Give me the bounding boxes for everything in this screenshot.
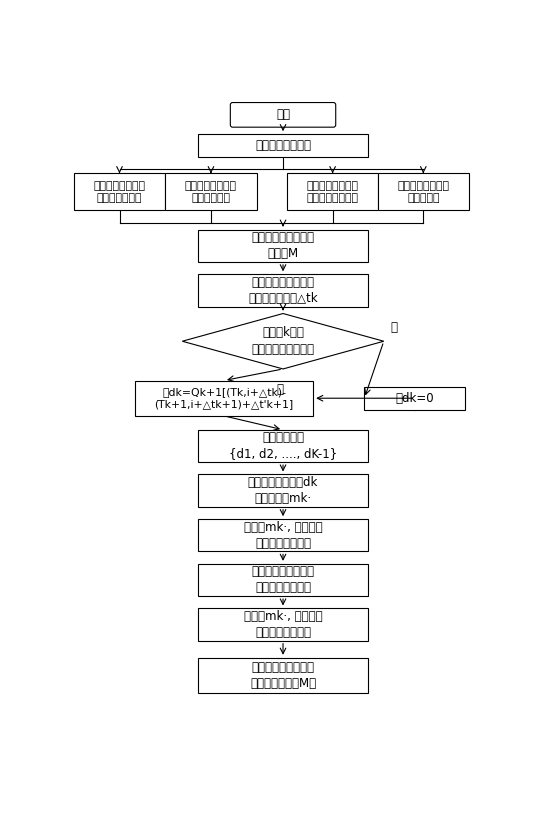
FancyBboxPatch shape [231, 103, 336, 127]
Text: 公交从停靠站到下
游交叉口平均时长: 公交从停靠站到下 游交叉口平均时长 [306, 180, 359, 203]
Text: 否: 否 [276, 383, 284, 396]
Bar [135, 380, 313, 416]
Text: 开始: 开始 [276, 109, 290, 122]
Text: 形成公交车辆排队序
列集合M: 形成公交车辆排队序 列集合M [252, 231, 315, 260]
Text: 删除驶离站台的公交
信息形成新公交M集: 删除驶离站台的公交 信息形成新公交M集 [250, 661, 316, 690]
Text: 形成延误集合
{d1, d2, ...., dK-1}: 形成延误集合 {d1, d2, ...., dK-1} [229, 432, 337, 460]
Bar [198, 134, 368, 157]
Bar [198, 229, 368, 262]
Text: 判断第k辆车
对后车是否造成延误: 判断第k辆车 对后车是否造成延误 [252, 326, 315, 357]
Bar [198, 274, 368, 307]
Text: 向公交mk·, 信号灯发
布进入待驶区指令: 向公交mk·, 信号灯发 布进入待驶区指令 [244, 521, 322, 550]
Text: 公交从上游入口到
停靠站平均时长: 公交从上游入口到 停靠站平均时长 [93, 180, 145, 203]
Bar [364, 387, 465, 410]
Bar [198, 430, 368, 462]
Text: 公交车驶离停靠站
平均乘客数: 公交车驶离停靠站 平均乘客数 [397, 180, 449, 203]
Text: 筛选产生乘客延误dk
最大的公交mk·: 筛选产生乘客延误dk 最大的公交mk· [248, 476, 318, 505]
Text: 记dk=Qk+1[(Tk,i+△tk)-
(Tk+1,i+△tk+1)+△t'k+1]: 记dk=Qk+1[(Tk,i+△tk)- (Tk+1,i+△tk+1)+△t'k… [154, 387, 294, 410]
Bar [378, 173, 469, 211]
Text: 预测公交车辆在下游
交叉口等待时长△tk: 预测公交车辆在下游 交叉口等待时长△tk [248, 276, 318, 305]
Bar [198, 519, 368, 552]
Text: 记dk=0: 记dk=0 [395, 392, 434, 405]
Bar [198, 658, 368, 693]
Text: 向公交mk·, 信号灯发
布驶出待驶区指令: 向公交mk·, 信号灯发 布驶出待驶区指令 [244, 610, 322, 639]
Text: 公交在停靠站上下
乘客平均时长: 公交在停靠站上下 乘客平均时长 [185, 180, 237, 203]
Bar [198, 564, 368, 596]
Text: 根据公交车辆驶出待
驶区次序排序方法: 根据公交车辆驶出待 驶区次序排序方法 [252, 565, 315, 594]
Bar [198, 609, 368, 641]
Bar [287, 173, 378, 211]
Bar [74, 173, 165, 211]
Bar [198, 474, 368, 507]
Text: 采集公交车辆信息: 采集公交车辆信息 [255, 140, 311, 152]
Polygon shape [182, 313, 384, 369]
Bar [165, 173, 257, 211]
Text: 否: 否 [390, 321, 397, 334]
